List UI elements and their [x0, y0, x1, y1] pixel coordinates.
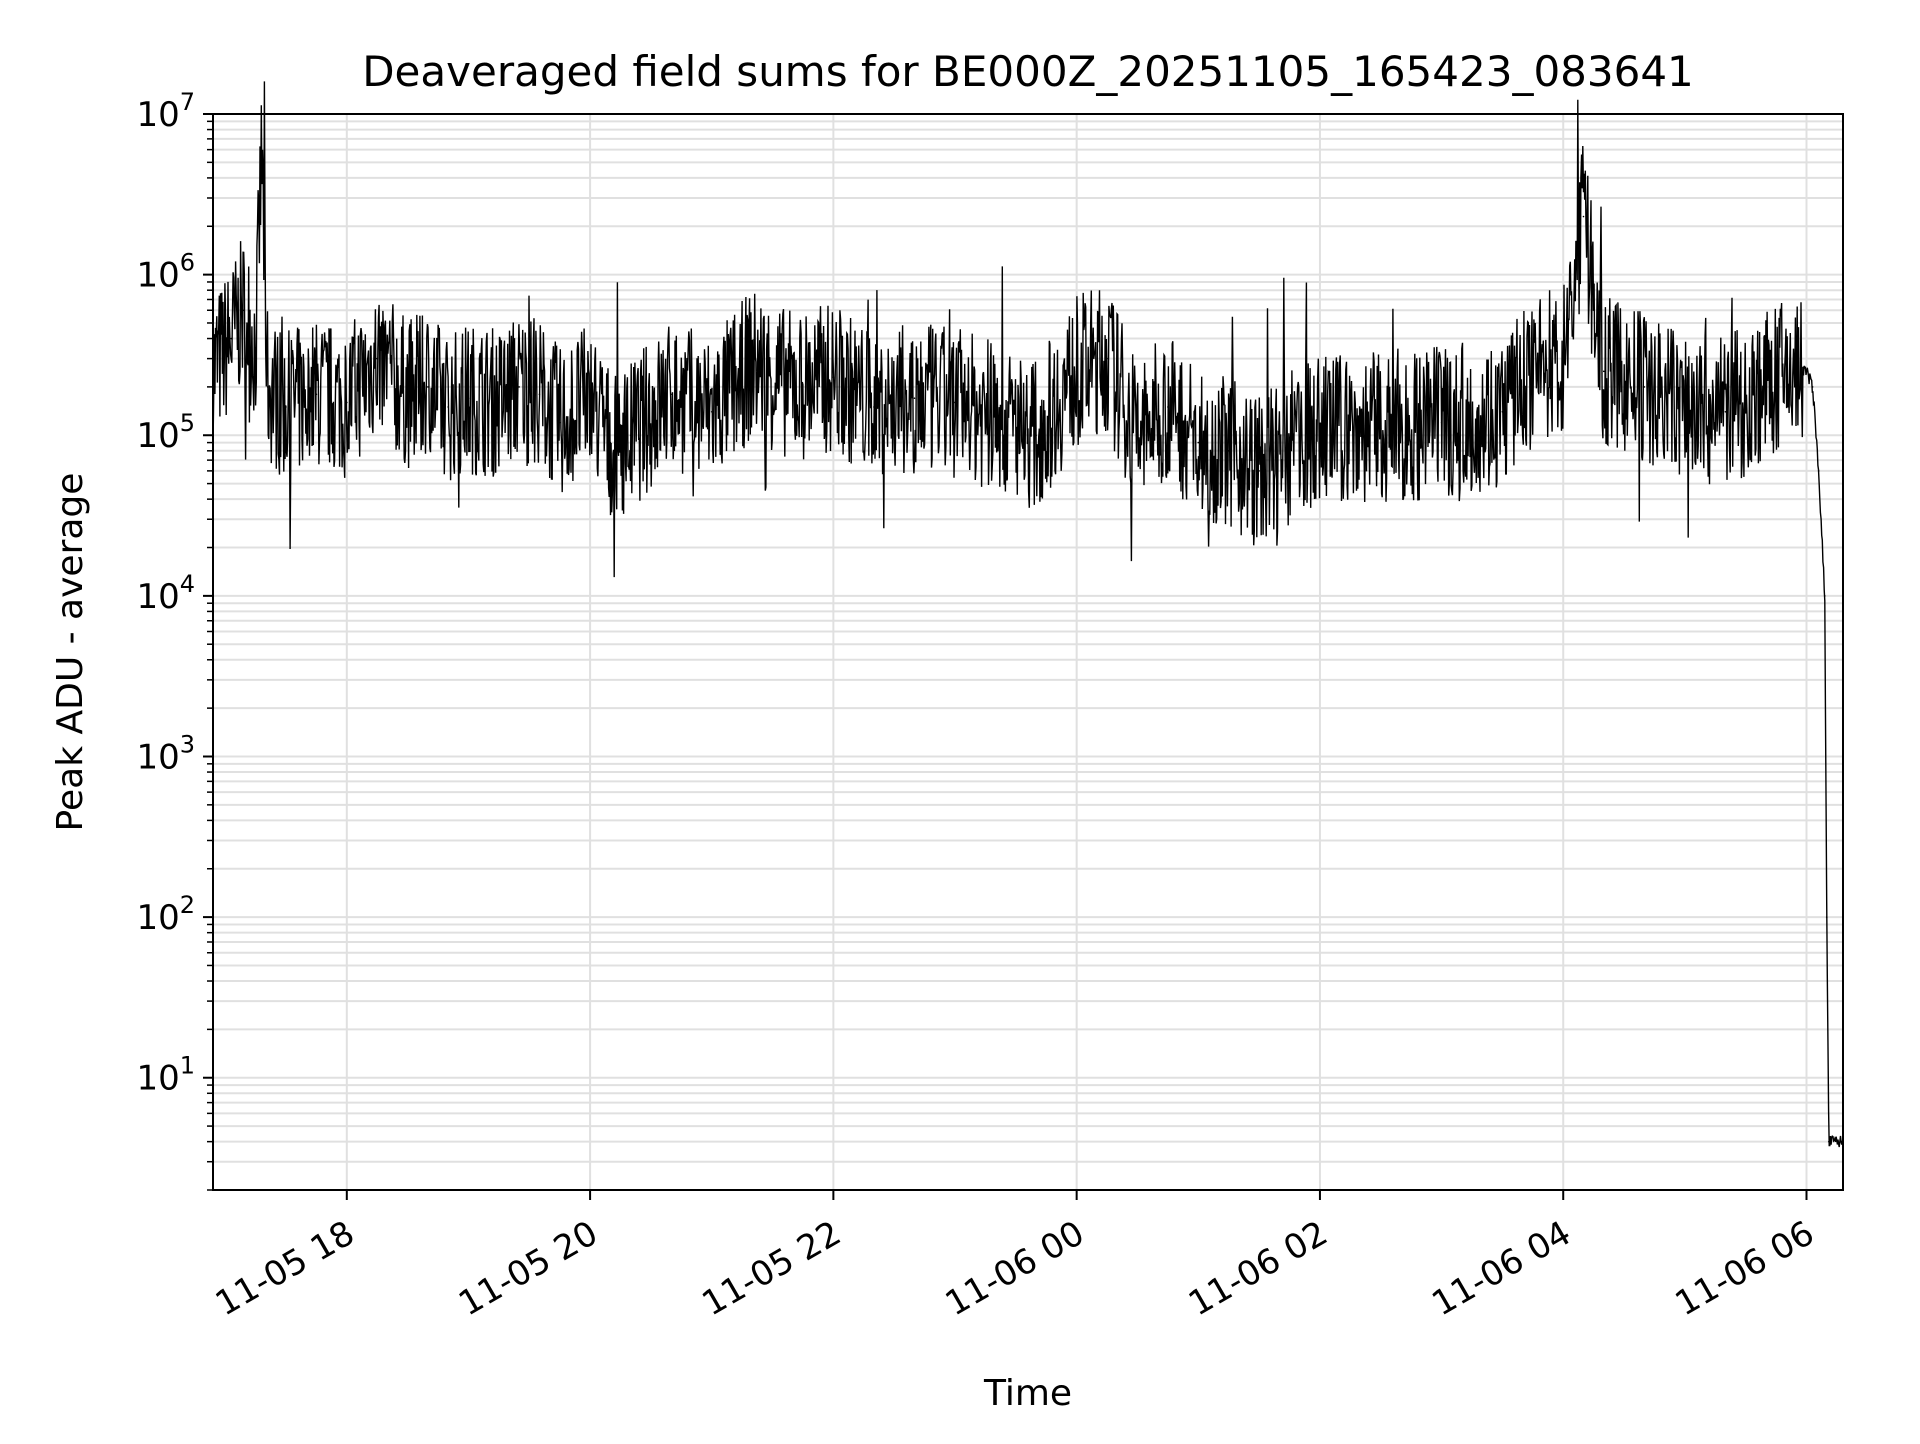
y-axis-ticks: 101 102 103 104 105 106 107 [136, 88, 213, 1191]
data-point [994, 416, 997, 418]
data-point [315, 393, 318, 396]
data-point [629, 434, 632, 437]
data-point [346, 401, 348, 404]
data-point [376, 357, 379, 360]
data-point [538, 393, 541, 396]
data-point [1501, 410, 1504, 413]
data-point [1643, 386, 1646, 388]
data-point [260, 151, 263, 153]
data-point [1825, 916, 1828, 918]
data-point [518, 386, 520, 388]
data-point [1319, 427, 1321, 430]
data-point [1167, 406, 1169, 408]
data-point [1197, 441, 1200, 444]
data-point [1795, 367, 1798, 370]
data-point [266, 386, 269, 388]
y-tick-label: 103 [136, 730, 195, 777]
data-point [1562, 357, 1565, 360]
data-point [1379, 427, 1382, 430]
data-point [230, 337, 233, 340]
data-point [670, 393, 672, 396]
data-point [427, 386, 429, 388]
data-point [242, 309, 245, 312]
data-point [1440, 421, 1443, 424]
data-point [1136, 434, 1139, 437]
data-point [1258, 470, 1260, 472]
data-point [1582, 215, 1585, 218]
data-point [447, 406, 449, 408]
y-tick-label: 104 [136, 570, 195, 617]
data-point [710, 410, 713, 413]
data-point [1765, 386, 1767, 388]
y-tick-label: 105 [136, 409, 195, 456]
data-point [558, 421, 561, 424]
data-point [1227, 450, 1230, 452]
data-point [254, 347, 257, 349]
line-layer [212, 81, 1844, 1148]
data-point [873, 406, 875, 408]
y-tick-label: 106 [136, 249, 195, 296]
data-point [1602, 370, 1605, 373]
data-point [1075, 370, 1078, 373]
data-point [589, 397, 591, 400]
y-tick-label: 107 [136, 88, 195, 135]
data-point [1823, 595, 1826, 597]
data-point [1817, 470, 1820, 472]
data-point [467, 397, 470, 400]
data-point [832, 376, 835, 378]
data-point [792, 386, 794, 388]
data-point [609, 441, 612, 444]
data-point [1805, 370, 1808, 373]
y-axis-label: Peak ADU - average [50, 473, 91, 832]
data-point [1684, 406, 1686, 408]
data-point [1106, 357, 1108, 360]
y-tick-label: 101 [136, 1052, 195, 1099]
y-tick-label: 102 [136, 891, 195, 938]
data-point [406, 393, 409, 396]
data-point [913, 397, 916, 400]
data-point [285, 406, 287, 408]
data-point [751, 362, 754, 365]
x-axis-label: Time [983, 1373, 1072, 1414]
plot-frame [212, 113, 1844, 1191]
data-point [1724, 410, 1727, 413]
data-point [498, 401, 500, 404]
data-point [1532, 370, 1534, 373]
chart-title: Deaveraged field sums for BE000Z_2025110… [362, 47, 1694, 96]
data-point [1035, 434, 1037, 437]
data-point [1828, 1140, 1830, 1143]
series-line-0 [212, 81, 1844, 1148]
data-point [1811, 386, 1814, 388]
data-point [954, 401, 956, 404]
